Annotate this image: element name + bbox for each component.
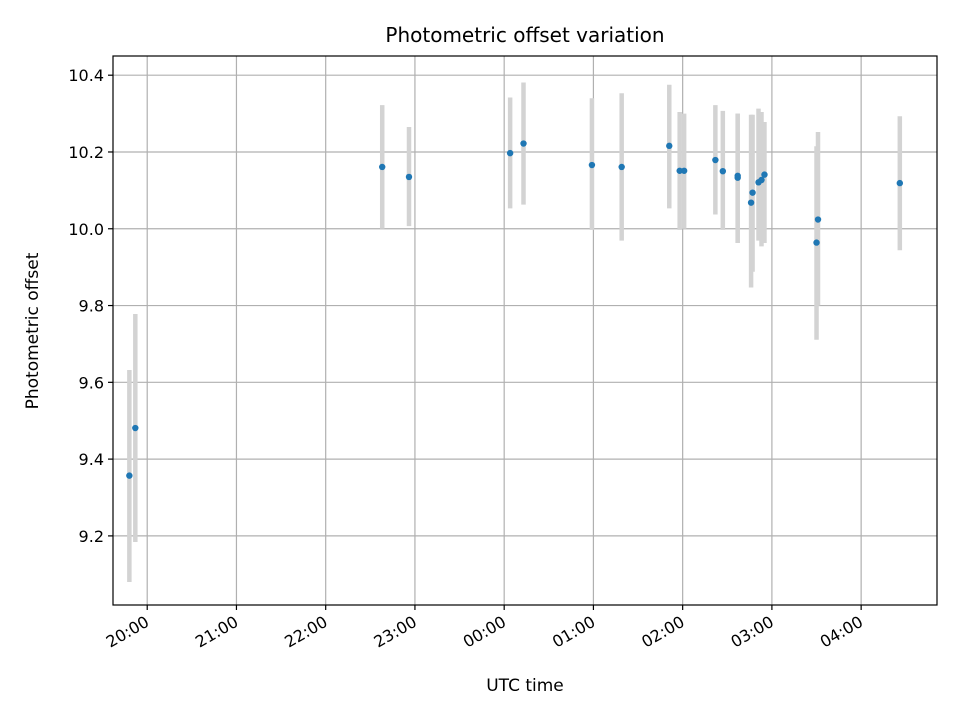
y-tick-label: 10.2 [68,143,104,162]
data-point [405,173,413,181]
y-tick-label: 9.8 [79,297,104,316]
plot-frame [112,55,938,606]
data-point [719,167,727,175]
data-points [126,140,904,479]
data-point [666,142,673,150]
data-point [758,176,765,184]
data-point [680,167,688,174]
data-point [126,472,133,479]
y-tick-label: 9.2 [79,527,104,546]
y-axis: 9.2 9.4 9.6 9.8 10.0 10.2 10.4 [68,66,113,546]
x-axis-title: UTC time [486,676,564,696]
data-point [676,167,683,174]
data-point [896,179,904,187]
data-point [761,171,768,178]
data-point [814,216,822,223]
data-point [588,161,596,169]
data-point [734,174,741,181]
y-tick-label: 9.4 [79,450,104,469]
data-point [712,156,719,164]
data-point [618,163,625,171]
data-point [749,189,756,196]
data-point [520,140,527,147]
data-point [132,424,139,432]
y-axis-title: Photometric offset [23,252,43,409]
y-tick-label: 9.6 [79,373,104,392]
y-tick-label: 10.4 [68,66,104,85]
data-point [379,163,386,171]
y-tick-label: 10.0 [68,220,104,239]
data-point [747,199,755,206]
chart-title: Photometric offset variation [385,23,664,47]
data-point [813,239,820,246]
data-point [506,149,514,157]
